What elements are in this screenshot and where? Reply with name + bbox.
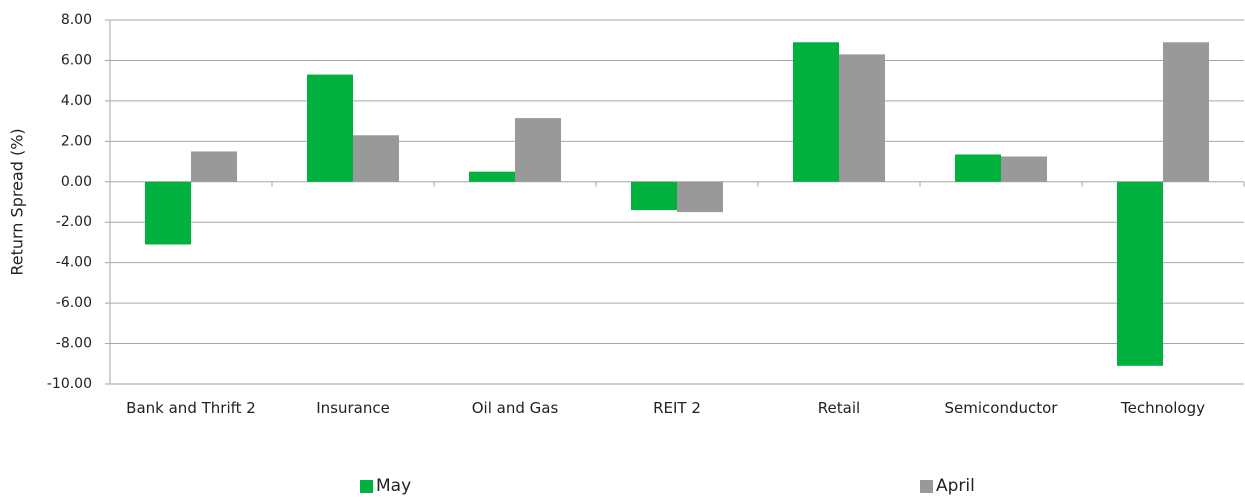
bar <box>839 54 885 182</box>
y-tick-label: 0.00 <box>61 174 92 190</box>
bar <box>469 171 515 182</box>
bar <box>1001 156 1047 182</box>
bar <box>515 118 561 182</box>
legend-item: April <box>920 476 975 496</box>
x-tick-label: Oil and Gas <box>471 399 559 417</box>
bar <box>1163 42 1209 182</box>
x-tick-label: Insurance <box>316 399 390 417</box>
x-tick-label: Retail <box>817 399 861 417</box>
y-tick-label: -6.00 <box>56 295 92 311</box>
y-tick-label: -8.00 <box>56 336 92 352</box>
legend-item: May <box>360 476 411 496</box>
x-tick-label: Bank and Thrift 2 <box>126 399 256 417</box>
y-tick-label: -2.00 <box>56 214 92 230</box>
bar <box>955 154 1001 182</box>
legend-label: May <box>376 476 412 496</box>
y-tick-label: 8.00 <box>61 12 92 28</box>
legend-swatch <box>920 479 933 493</box>
bar <box>353 135 399 182</box>
bar <box>631 181 677 211</box>
bar <box>793 42 839 182</box>
x-tick-label: Technology <box>1120 399 1206 417</box>
y-axis-title: Return Spread (%) <box>8 128 27 275</box>
x-tick-label: REIT 2 <box>653 399 701 417</box>
y-tick-label: 2.00 <box>61 133 92 149</box>
bar <box>307 74 353 182</box>
legend-label: April <box>936 476 975 496</box>
bar <box>145 181 191 245</box>
y-tick-label: 4.00 <box>61 93 92 109</box>
y-tick-label: -10.00 <box>47 376 92 392</box>
bar <box>677 181 723 213</box>
legend-swatch <box>360 479 373 493</box>
y-tick-label: -4.00 <box>56 255 92 271</box>
bar <box>1117 181 1163 366</box>
bar <box>191 151 237 182</box>
y-tick-label: 6.00 <box>61 52 92 68</box>
x-tick-label: Semiconductor <box>944 399 1058 417</box>
